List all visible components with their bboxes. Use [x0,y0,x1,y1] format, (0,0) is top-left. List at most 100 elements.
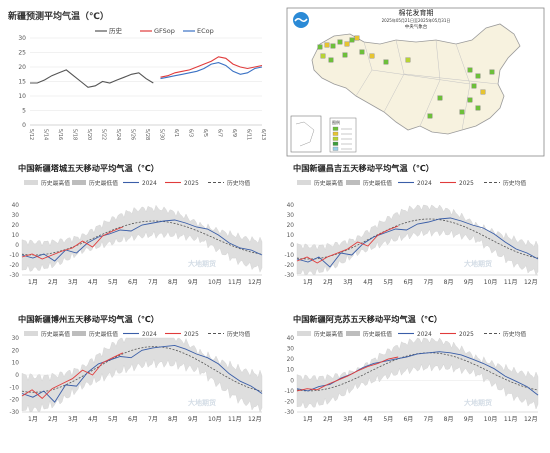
x-tick-label: 12月 [524,279,538,286]
x-tick-label: 6/5 [202,129,208,137]
legend-swatch [332,141,339,146]
stage-marker [349,37,355,43]
y-tick-label: 30 [287,347,295,353]
stage-marker [467,67,473,73]
x-tick-label: 1月 [303,279,313,286]
watermark: 大地期货 [188,259,216,268]
x-tick-label: 5/28 [144,129,150,140]
x-tick-label: 5/18 [72,129,78,140]
stage-marker [459,109,465,115]
series-line [160,56,263,78]
x-tick-label: 1月 [28,416,38,423]
x-tick-label: 7月 [148,279,158,286]
legend-swatch [72,180,86,185]
y-tick-label: 30 [18,35,26,42]
y-tick-label: 20 [18,64,26,71]
x-tick-label: 9月 [464,416,474,423]
x-tick-label: 11月 [228,416,242,423]
historical-range-band [21,337,263,413]
legend-swatch [332,136,339,141]
historical-range-band [21,204,263,273]
x-tick-label: 11月 [504,416,518,423]
x-tick-label: 5月 [383,416,393,423]
panel-tacheng: 中国新疆塔城五天移动平均气温（℃） 历史最高值 历史最低值 2024 2025 历史均值 -… [10,163,263,286]
x-tick-label: 5/22 [101,129,107,140]
x-tick-label: 10月 [484,416,498,423]
x-tick-label: 6月 [128,416,138,423]
x-tick-label: 6月 [403,279,413,286]
legend-label: 2025 [184,332,199,338]
south-sea-inset [290,115,322,153]
x-tick-label: 6月 [403,416,413,423]
cotton-map: 棉花发育期 2025年05月21日至2025年05月31日 中央气象台 图例 [286,7,545,157]
x-tick-label: 6/9 [231,129,237,137]
y-tick-label: 10 [287,233,295,239]
series-line [30,69,154,88]
series-2025-line [21,352,123,400]
legend-label: 2024 [417,332,432,338]
y-axis: 0 5 10 15 20 25 30 [18,35,26,129]
series-2024-line [21,219,263,262]
x-tick-label: 5/16 [57,129,63,140]
chart-grid [30,37,262,126]
y-tick-label: -30 [285,410,295,416]
y-tick-label: 20 [287,357,295,363]
x-tick-label: 5月 [108,416,118,423]
chart-title: 中国新疆博州五天移动平均气温（℃） [18,314,159,324]
y-tick-label: 0 [290,243,294,249]
cma-logo-wave [294,17,308,23]
legend-label: 历史均值 [503,330,526,338]
y-tick-label: 30 [12,336,20,342]
series-2024-line [296,217,539,268]
series-2025-line [296,225,399,264]
x-tick-label: 3月 [343,279,353,286]
x-tick-label: 4月 [363,279,373,286]
legend-label: ECop [197,27,214,35]
legend-label: 2025 [459,332,474,338]
x-tick-label: 10月 [484,279,498,286]
x-tick-label: 11月 [504,279,518,286]
legend-label: 历史最高值 [314,330,343,338]
stage-marker [317,44,323,50]
legend-label: 历史均值 [227,179,250,187]
legend-swatch [297,331,311,336]
series-2025-line [296,356,399,392]
y-tick-label: -20 [285,399,295,405]
y-tick-label: 10 [12,233,20,239]
legend-swatch [72,331,86,336]
x-tick-label: 5月 [383,279,393,286]
legend-swatch [297,180,311,185]
stage-marker [330,43,336,49]
y-tick-label: 10 [18,93,26,100]
legend-label: 历史最高值 [41,330,70,338]
x-tick-label: 12月 [248,416,262,423]
x-tick-label: 8月 [168,279,178,286]
x-tick-label: 9月 [464,279,474,286]
x-tick-label: 10月 [208,279,222,286]
x-tick-label: 4月 [88,279,98,286]
y-tick-label: -30 [10,273,20,279]
x-tick-label: 3月 [343,416,353,423]
y-tick-label: -20 [10,398,20,404]
series-line [160,62,263,80]
y-tick-label: -30 [285,273,295,279]
chart-legend: 历史 GFSop ECop [95,26,214,35]
stage-marker [369,53,375,59]
legend-label: 2025 [459,181,474,187]
y-tick-label: 10 [12,361,20,367]
x-tick-label: 8月 [444,416,454,423]
legend-label: 历史均值 [227,330,250,338]
chart-title: 中国新疆昌吉五天移动平均气温（℃） [293,163,434,173]
x-tick-label: 2月 [48,416,58,423]
stage-marker [437,95,443,101]
stage-marker [337,39,343,45]
historical-mean-line [296,218,539,260]
chart-series [30,56,263,88]
x-tick-label: 5月 [108,279,118,286]
x-tick-label: 8月 [168,416,178,423]
x-tick-label: 3月 [68,279,78,286]
y-tick-label: 20 [12,348,20,354]
y-tick-label: 20 [12,223,20,229]
panel-aksu: 中国新疆阿克苏五天移动平均气温（℃） 历史最高值 历史最低值 2024 2025 历史均值… [285,314,539,423]
